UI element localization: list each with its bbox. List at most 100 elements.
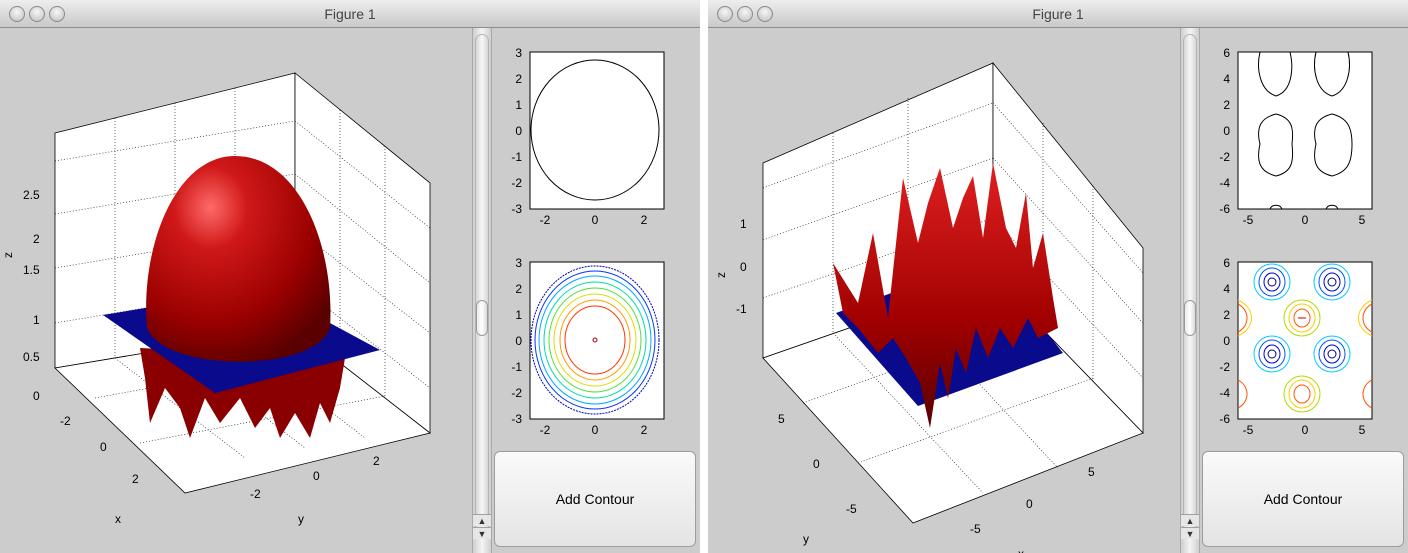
x-tick-labels: -5 0 5 (970, 465, 1095, 536)
z-axis-label: z (1, 252, 15, 258)
scroll-track[interactable] (1183, 34, 1197, 534)
tick-label: 5 (1088, 465, 1095, 479)
scroll-down-icon[interactable]: ▼ (473, 527, 491, 539)
x-axis-label: x (115, 512, 121, 526)
close-window-icon[interactable] (717, 6, 733, 22)
tick-label: 4 (1223, 72, 1230, 86)
x-tick-labels: -2 0 2 (60, 414, 139, 486)
tick-label: 0 (1026, 497, 1033, 511)
tick-label: 0 (33, 389, 40, 403)
add-contour-button[interactable]: Add Contour (494, 451, 696, 547)
tick-label: 5 (1359, 423, 1366, 434)
tick-label: -2 (250, 487, 261, 501)
tick-label: 1 (515, 98, 522, 112)
wave-surface (833, 163, 1058, 428)
tick-label: -1 (736, 302, 747, 316)
tick-label: -2 (540, 423, 551, 434)
tick-label: 0 (813, 457, 820, 471)
tick-label: -2 (511, 176, 522, 190)
tick-label: -1 (511, 150, 522, 164)
tick-label: 0 (1302, 423, 1309, 434)
window-title: Figure 1 (1032, 6, 1084, 22)
y-axis-label: y (803, 532, 809, 546)
scroll-track[interactable] (475, 34, 489, 534)
tick-label: -2 (540, 213, 551, 224)
tick-label: -6 (1219, 412, 1230, 426)
tick-label: -3 (511, 202, 522, 216)
tick-label: -6 (1219, 202, 1230, 216)
tick-label: -2 (1219, 360, 1230, 374)
contour-plot-top[interactable]: 3 2 1 0 -1 -2 -3 -2 0 2 (498, 44, 698, 224)
tick-label: 2 (515, 72, 522, 86)
surface-plot-3d[interactable]: 0 0.5 1 1.5 2 2.5 z -2 0 2 x -2 0 2 y (0, 28, 470, 553)
minimize-window-icon[interactable] (737, 6, 753, 22)
title-bar[interactable]: Figure 1 (708, 0, 1408, 28)
tick-label: -4 (1219, 176, 1230, 190)
tick-label: 0 (515, 124, 522, 138)
tick-label: 0 (1223, 334, 1230, 348)
tick-label: -3 (511, 412, 522, 426)
tick-label: 2.5 (23, 188, 40, 202)
tick-label: 2 (132, 472, 139, 486)
tick-label: 0 (592, 213, 599, 224)
z-tick-labels: 1 0 -1 (736, 217, 747, 316)
zoom-window-icon[interactable] (757, 6, 773, 22)
zoom-window-icon[interactable] (49, 6, 65, 22)
y-tick-labels: -2 0 2 (250, 454, 380, 501)
tick-label: 0 (313, 469, 320, 483)
tick-label: 2 (515, 282, 522, 296)
tick-label: 0 (100, 440, 107, 454)
tick-label: -4 (1219, 386, 1230, 400)
vertical-scrollbar[interactable]: ▲ ▼ (1180, 28, 1200, 553)
figure-window-2: Figure 1 (708, 0, 1408, 553)
scroll-up-icon[interactable]: ▲ (473, 514, 491, 526)
tick-label: 2 (641, 423, 648, 434)
tick-label: 0 (1302, 213, 1309, 224)
tick-label: 2 (373, 454, 380, 468)
tick-label: 0 (1223, 124, 1230, 138)
minimize-window-icon[interactable] (29, 6, 45, 22)
tick-label: 1 (515, 308, 522, 322)
window-title: Figure 1 (324, 6, 376, 22)
tick-label: 2 (1223, 98, 1230, 112)
contour-plot-top[interactable]: 6 4 2 0 -2 -4 -6 -5 0 5 (1206, 44, 1406, 224)
z-tick-labels: 0 0.5 1 1.5 2 2.5 (23, 188, 40, 403)
tick-label: 3 (515, 46, 522, 60)
scroll-down-icon[interactable]: ▼ (1181, 527, 1199, 539)
tick-label: 6 (1223, 46, 1230, 60)
tick-label: 1 (33, 313, 40, 327)
tick-label: 5 (1359, 213, 1366, 224)
tick-label: 2 (33, 232, 40, 246)
x-axis-label: x (1018, 547, 1024, 553)
tick-label: -2 (511, 386, 522, 400)
z-axis-label: z (714, 272, 728, 278)
tick-label: -2 (60, 414, 71, 428)
contour-plot-bottom[interactable]: 3 2 1 0 -1 -2 -3 -2 0 2 (498, 254, 698, 434)
title-bar[interactable]: Figure 1 (0, 0, 700, 28)
tick-label: 2 (1223, 308, 1230, 322)
add-contour-button[interactable]: Add Contour (1202, 451, 1404, 547)
tick-label: 0 (740, 260, 747, 274)
y-tick-labels: 5 0 -5 (778, 412, 857, 516)
y-axis-label: y (298, 512, 304, 526)
scroll-up-icon[interactable]: ▲ (1181, 514, 1199, 526)
tick-label: 1.5 (23, 263, 40, 277)
close-window-icon[interactable] (9, 6, 25, 22)
scroll-thumb[interactable] (476, 300, 488, 336)
figure-window-1: Figure 1 (0, 0, 700, 553)
tick-label: -5 (970, 522, 981, 536)
tick-label: 2 (641, 213, 648, 224)
tick-label: -5 (1243, 423, 1254, 434)
vertical-scrollbar[interactable]: ▲ ▼ (472, 28, 492, 553)
surface-plot-3d[interactable]: 1 0 -1 z 5 0 -5 y -5 0 5 x (708, 28, 1178, 553)
tick-label: -5 (846, 502, 857, 516)
tick-label: -5 (1243, 213, 1254, 224)
contour-plot-bottom[interactable]: 6 4 2 0 -2 -4 -6 -5 0 5 (1206, 254, 1406, 434)
tick-label: 0 (592, 423, 599, 434)
tick-label: -1 (511, 360, 522, 374)
tick-label: 4 (1223, 282, 1230, 296)
scroll-thumb[interactable] (1184, 300, 1196, 336)
tick-label: 0.5 (23, 350, 40, 364)
tick-label: 1 (740, 217, 747, 231)
tick-label: -2 (1219, 150, 1230, 164)
